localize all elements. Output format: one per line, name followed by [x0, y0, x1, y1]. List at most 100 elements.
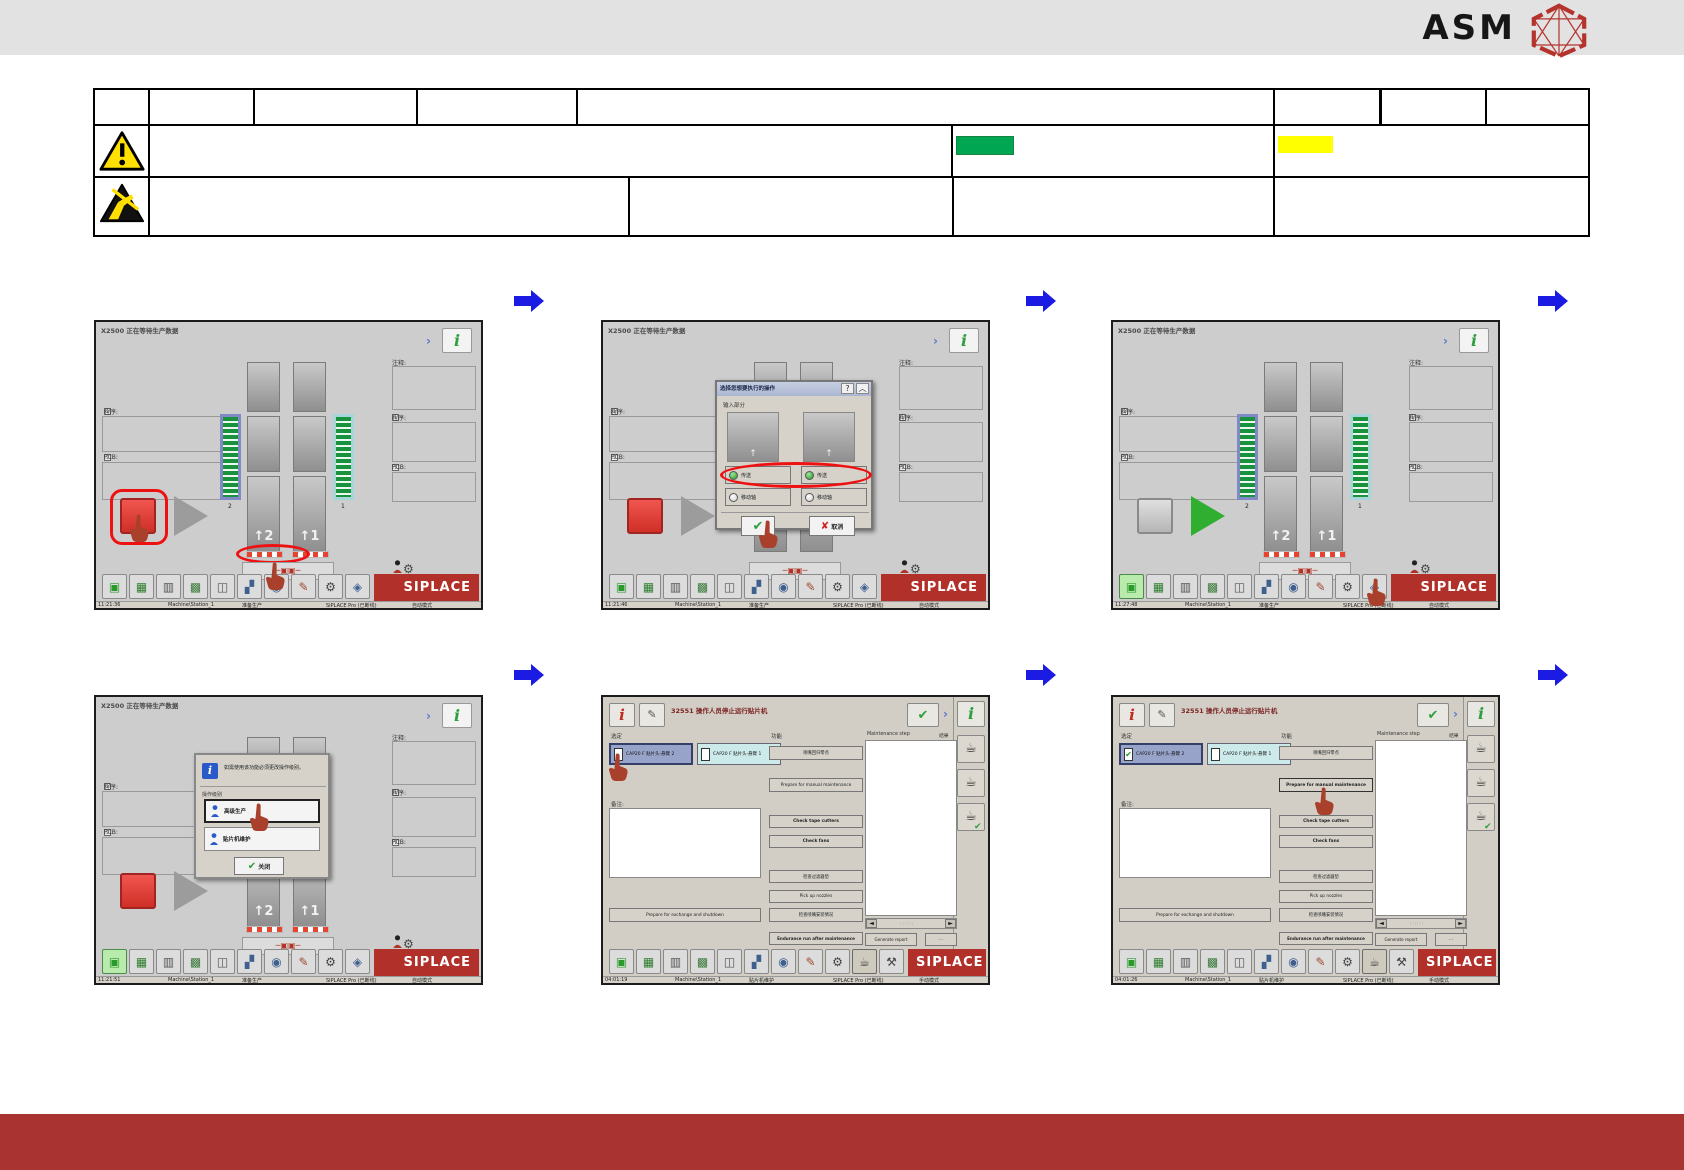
production-icon[interactable] — [1119, 949, 1144, 974]
info-button[interactable]: i — [949, 328, 979, 353]
pcb-view-icon[interactable] — [183, 574, 208, 599]
more-button[interactable]: ... — [925, 933, 957, 946]
notes-box[interactable] — [1119, 808, 1271, 878]
station-icon[interactable] — [1227, 574, 1252, 599]
collapse-button[interactable]: ︿ — [856, 383, 869, 394]
statistics-icon[interactable] — [1254, 949, 1279, 974]
fn-nozzle-zero-button[interactable]: 喷嘴回归零点 — [1279, 746, 1373, 760]
oilcan-icon[interactable] — [1467, 735, 1495, 763]
pcb-view-icon[interactable] — [1200, 574, 1225, 599]
edit-icon[interactable] — [798, 574, 823, 599]
feeder-table-icon[interactable] — [636, 574, 661, 599]
setup-icon[interactable] — [825, 949, 850, 974]
oilcan-stack-icon[interactable] — [957, 769, 985, 797]
maintenance-step-list[interactable] — [1375, 740, 1467, 916]
setup-icon[interactable] — [318, 574, 343, 599]
scroll-right-icon[interactable]: ► — [945, 919, 956, 928]
vision-icon[interactable] — [1281, 949, 1306, 974]
setup-icon[interactable] — [1335, 574, 1360, 599]
pcb-view-icon[interactable] — [1200, 949, 1225, 974]
station-icon[interactable] — [210, 949, 235, 974]
maintenance-icon[interactable] — [1362, 949, 1387, 974]
fn-nozzle-zero-button[interactable]: 喷嘴回归零点 — [769, 746, 863, 760]
fn-check-nozzle-mount-button[interactable]: 检查喷嘴安装情况 — [1279, 908, 1373, 922]
station-icon[interactable] — [1227, 949, 1252, 974]
statistics-icon[interactable] — [237, 949, 262, 974]
chevron-icon[interactable]: › — [1453, 707, 1458, 721]
edit-icon[interactable] — [1308, 949, 1333, 974]
maintenance-step-list[interactable] — [865, 740, 957, 916]
close-button[interactable]: ✔ 关闭 — [234, 857, 284, 875]
fn-prepare-manual-button[interactable]: Prepare for manual maintenance — [1279, 778, 1373, 792]
start-button[interactable] — [681, 496, 715, 536]
wrench-icon[interactable] — [1389, 949, 1414, 974]
station-icon[interactable] — [717, 949, 742, 974]
lane1-axis-radio[interactable]: 移动轴 — [801, 488, 867, 506]
production-icon[interactable] — [102, 574, 127, 599]
pcb-view-icon[interactable] — [690, 949, 715, 974]
component-levels-icon[interactable] — [1173, 949, 1198, 974]
oilcan-check-icon[interactable]: ✔ — [957, 803, 985, 832]
fn-pick-up-nozzles-button[interactable]: Pick up nozzles — [769, 890, 863, 903]
component-levels-icon[interactable] — [156, 949, 181, 974]
stop-info-button[interactable]: i — [609, 703, 635, 727]
edit-icon[interactable] — [291, 949, 316, 974]
production-icon[interactable] — [609, 949, 634, 974]
confirm-button[interactable]: ✔ — [907, 703, 939, 727]
station-icon[interactable] — [210, 574, 235, 599]
exchange-shutdown-button[interactable]: Prepare for exchange and shutdown — [1119, 908, 1271, 922]
scroll-right-icon[interactable]: ► — [1455, 919, 1466, 928]
chevron-icon[interactable]: › — [1443, 334, 1448, 348]
setup-icon[interactable] — [1335, 949, 1360, 974]
component-levels-icon[interactable] — [663, 949, 688, 974]
checkbox-checked-icon[interactable]: ✔ — [1124, 747, 1133, 761]
maintenance-icon[interactable] — [852, 949, 877, 974]
component-levels-icon[interactable] — [156, 574, 181, 599]
oilcan-icon[interactable] — [957, 735, 985, 763]
fn-check-fans-button[interactable]: Check fans — [769, 835, 863, 848]
checkbox-icon[interactable] — [701, 747, 710, 761]
vision-icon[interactable] — [1281, 574, 1306, 599]
stop-button[interactable] — [1137, 498, 1173, 534]
fn-check-tape-cutters-button[interactable]: Check tape cutters — [769, 815, 863, 828]
tool-button[interactable]: ✎ — [639, 703, 665, 727]
info-button[interactable]: i — [1467, 701, 1495, 727]
endurance-run-button[interactable]: Endurance run after maintenance — [769, 932, 863, 945]
fn-check-filter-button[interactable]: 检查过滤器垫 — [1279, 870, 1373, 883]
chevron-icon[interactable]: › — [426, 709, 431, 723]
start-button[interactable] — [174, 496, 208, 536]
info-button[interactable]: i — [442, 703, 472, 728]
tool-button[interactable]: ✎ — [1149, 703, 1175, 727]
more-button[interactable]: ... — [1435, 933, 1467, 946]
feeder-table-icon[interactable] — [636, 949, 661, 974]
setup-icon[interactable] — [318, 949, 343, 974]
start-button[interactable] — [1191, 496, 1225, 536]
edit-icon[interactable] — [1308, 574, 1333, 599]
vision-icon[interactable] — [771, 574, 796, 599]
stop-button[interactable] — [627, 498, 663, 534]
lane2-axis-radio[interactable]: 移动轴 — [725, 488, 791, 506]
edit-icon[interactable] — [291, 574, 316, 599]
info-button[interactable]: i — [957, 701, 985, 727]
statistics-icon[interactable] — [1254, 574, 1279, 599]
wrench-icon[interactable] — [879, 949, 904, 974]
info-button[interactable]: i — [1459, 328, 1489, 353]
edit-icon[interactable] — [798, 949, 823, 974]
fn-prepare-manual-button[interactable]: Prepare for manual maintenance — [769, 778, 863, 792]
horizontal-scrollbar[interactable]: ◄ :::::: ► — [865, 918, 957, 929]
statistics-icon[interactable] — [744, 949, 769, 974]
feeder-table-icon[interactable] — [1146, 949, 1171, 974]
help-button[interactable]: ? — [841, 383, 854, 394]
statistics-icon[interactable] — [744, 574, 769, 599]
chevron-icon[interactable]: › — [426, 334, 431, 348]
vision-icon[interactable] — [264, 949, 289, 974]
oilcan-stack-icon[interactable] — [1467, 769, 1495, 797]
fn-check-fans-button[interactable]: Check fans — [1279, 835, 1373, 848]
generate-report-button[interactable]: Generate report — [1375, 933, 1427, 946]
diagnostics-icon[interactable] — [345, 949, 370, 974]
statistics-icon[interactable] — [237, 574, 262, 599]
stop-button[interactable] — [120, 873, 156, 909]
oilcan-check-icon[interactable]: ✔ — [1467, 803, 1495, 832]
fn-pick-up-nozzles-button[interactable]: Pick up nozzles — [1279, 890, 1373, 903]
station-icon[interactable] — [717, 574, 742, 599]
